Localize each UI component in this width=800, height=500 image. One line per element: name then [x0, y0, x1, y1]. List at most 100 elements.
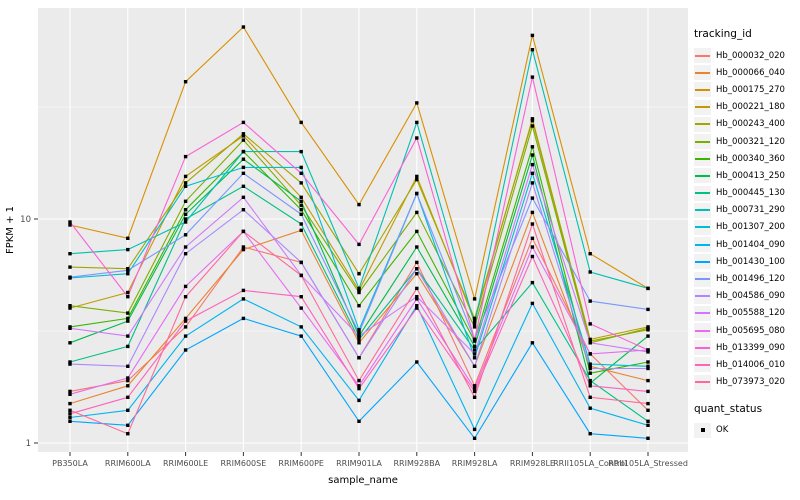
data-point [241, 229, 246, 234]
data-point [472, 389, 477, 394]
x-tick-label: RRIM928LE [510, 459, 555, 468]
data-point [357, 356, 361, 360]
data-point [472, 322, 477, 326]
legend-key [694, 202, 711, 218]
series-color-line-icon [695, 54, 710, 57]
data-point [472, 356, 477, 360]
y-axis-title: FPKM + 1 [5, 206, 16, 254]
data-point [68, 326, 72, 330]
legend-item-label: Hb_000032_020 [716, 50, 785, 61]
data-point [530, 162, 535, 167]
data-point [357, 398, 361, 403]
x-tick-label: RRIM928LA [452, 459, 498, 468]
data-point [126, 316, 130, 321]
legend-item-label: Hb_000243_400 [716, 119, 785, 130]
data-point [241, 247, 246, 252]
data-point [299, 273, 303, 278]
data-point [472, 344, 477, 349]
data-point [588, 322, 592, 326]
data-point [530, 181, 535, 185]
data-point [68, 304, 72, 308]
data-point [299, 120, 303, 125]
data-point [588, 252, 592, 256]
data-point [588, 384, 592, 388]
data-point [68, 360, 72, 364]
x-tick-label: RRII105LA_Stressed [608, 459, 688, 468]
data-point [357, 202, 361, 207]
data-point [299, 208, 303, 212]
series-color-line-icon [695, 88, 710, 91]
data-point [183, 325, 188, 329]
data-point [357, 328, 361, 332]
data-point [588, 339, 592, 343]
data-point [415, 267, 419, 271]
data-point [357, 288, 361, 293]
legend-item-ok: OK [694, 422, 798, 439]
legend-item-label: Hb_000175_270 [716, 84, 785, 95]
legend-item-label: Hb_000340_360 [716, 153, 785, 164]
data-point [472, 337, 477, 342]
data-point [299, 203, 303, 208]
y-tick-label: 10 [20, 215, 31, 225]
series-color-line-icon [695, 226, 710, 229]
series-color-line-icon [695, 157, 710, 160]
data-point [126, 319, 130, 323]
data-point [299, 228, 303, 232]
x-axis-title: sample_name [328, 475, 398, 486]
data-point [68, 265, 72, 269]
data-point [357, 290, 361, 295]
data-point [183, 245, 188, 249]
data-point [357, 386, 361, 391]
data-point [530, 171, 535, 175]
data-point [415, 174, 419, 179]
data-point [126, 311, 130, 315]
legend-item: Hb_005695_080 [694, 322, 798, 339]
data-point [183, 208, 188, 212]
data-point [68, 275, 72, 279]
legend-key [694, 151, 711, 167]
data-point [646, 360, 650, 364]
legend-key [694, 65, 711, 81]
legend-key [694, 357, 711, 373]
data-point [530, 48, 535, 52]
data-point [68, 408, 72, 412]
data-point [646, 408, 650, 412]
point-marker-icon [700, 428, 705, 433]
data-point [588, 362, 592, 366]
data-point [588, 299, 592, 303]
data-point [68, 362, 72, 366]
data-point [472, 348, 477, 352]
data-point [68, 412, 72, 416]
legend-item: Hb_073973_020 [694, 374, 798, 391]
legend-item: Hb_000243_400 [694, 116, 798, 133]
data-point [530, 341, 535, 345]
data-point [530, 145, 535, 149]
data-point [183, 319, 188, 323]
series-color-line-icon [695, 209, 710, 212]
data-point [472, 297, 477, 301]
data-point [357, 272, 361, 276]
data-point [183, 80, 188, 84]
data-point [241, 25, 246, 29]
x-tick-label: RRIM928BA [393, 459, 440, 468]
data-point [183, 334, 188, 338]
data-point [530, 153, 535, 157]
legend-item-label: Hb_000066_040 [716, 67, 785, 78]
x-tick-label: RRIM901LA [336, 459, 382, 468]
data-point [415, 120, 419, 125]
data-point [299, 195, 303, 199]
data-point [415, 229, 419, 234]
data-point [530, 222, 535, 226]
data-point [415, 306, 419, 310]
legend-key [694, 99, 711, 115]
data-point [126, 272, 130, 276]
data-point [126, 334, 130, 338]
data-point [472, 395, 477, 399]
legend-item: Hb_000340_360 [694, 150, 798, 167]
legend-item: Hb_005588_120 [694, 305, 798, 322]
data-point [241, 157, 246, 161]
data-point [126, 247, 130, 252]
data-point [530, 75, 535, 79]
data-point [126, 423, 130, 427]
legend-item-label: Hb_005695_080 [716, 325, 785, 336]
